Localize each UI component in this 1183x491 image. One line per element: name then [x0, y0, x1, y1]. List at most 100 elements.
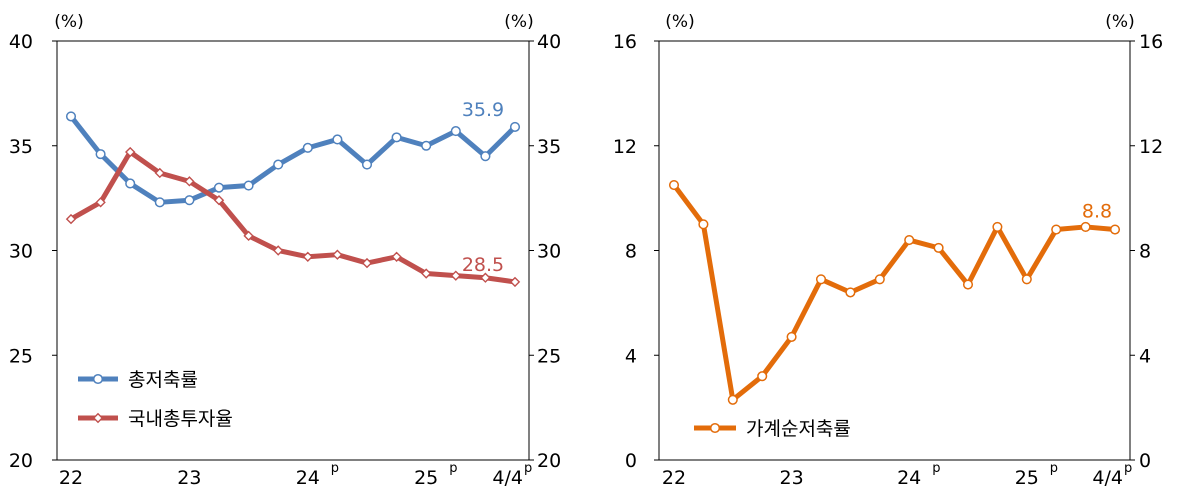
data-point-marker — [302, 251, 313, 262]
x-tick-label: 24 — [296, 467, 320, 489]
data-point-marker — [125, 146, 136, 158]
data-label: 35.9 — [462, 99, 504, 121]
legend-entry: 총저축률 — [78, 369, 198, 391]
y-tick-label-right: 8 — [1139, 241, 1151, 263]
series-1: 35.9 — [65, 99, 521, 208]
series-2: 28.5 — [65, 146, 521, 288]
data-point-marker — [668, 179, 680, 191]
data-point-marker — [480, 272, 491, 283]
y-tick-label-left: 40 — [9, 31, 33, 53]
data-point-marker — [361, 257, 373, 269]
data-point-marker — [450, 270, 461, 281]
unit-label-left: (%) — [54, 12, 83, 32]
data-point-marker — [332, 134, 343, 145]
x-tick-superscript: p — [331, 461, 339, 476]
y-tick-label-left: 8 — [625, 241, 637, 263]
data-point-marker — [65, 111, 77, 122]
data-point-marker — [450, 126, 461, 137]
y-tick-label-right: 35 — [537, 136, 561, 158]
data-point-marker — [95, 197, 106, 208]
x-tick-label: 25 — [1015, 467, 1039, 489]
data-point-marker — [874, 274, 885, 285]
y-tick-label-left: 12 — [613, 136, 637, 158]
data-point-marker — [786, 331, 797, 342]
data-point-marker — [421, 268, 432, 279]
data-point-marker — [1109, 224, 1121, 235]
data-point-marker — [1080, 221, 1091, 232]
data-point-marker — [243, 180, 254, 191]
y-tick-label-right: 40 — [537, 31, 561, 53]
data-label: 28.5 — [462, 254, 504, 276]
data-point-marker — [421, 140, 432, 151]
y-tick-label-left: 16 — [613, 31, 637, 53]
x-tick-label: 4/4 — [492, 467, 523, 489]
data-point-marker — [302, 142, 313, 153]
data-point-marker — [992, 221, 1003, 232]
data-point-marker — [757, 371, 768, 382]
y-tick-label-right: 30 — [537, 241, 561, 263]
data-point-marker — [698, 219, 709, 230]
data-point-marker — [332, 249, 343, 260]
x-tick-label: 24 — [897, 467, 921, 489]
legend-label: 총저축률 — [128, 369, 198, 391]
y-tick-label-right: 20 — [537, 450, 561, 472]
x-tick-superscript: p — [1050, 461, 1058, 476]
data-point-marker — [391, 251, 402, 262]
data-point-marker — [933, 242, 944, 253]
data-point-marker — [962, 279, 974, 290]
data-point-marker — [509, 121, 521, 132]
series-line — [671, 182, 1118, 403]
x-tick-superscript: p — [932, 461, 940, 476]
series-line — [68, 113, 518, 205]
x-tick-label: 22 — [59, 467, 83, 489]
x-tick-superscript: p — [524, 461, 532, 476]
data-label: 8.8 — [1082, 201, 1112, 223]
y-tick-label-left: 30 — [9, 241, 33, 263]
legend-label: 국내총투자율 — [128, 408, 233, 430]
data-point-marker — [213, 195, 225, 206]
data-point-marker — [125, 178, 136, 189]
series-line — [68, 149, 518, 285]
y-tick-label-left: 20 — [9, 450, 33, 472]
data-point-marker — [727, 394, 738, 405]
plot-frame — [56, 40, 530, 461]
data-point-marker — [1021, 274, 1032, 285]
unit-label-right: (%) — [1105, 12, 1134, 32]
y-tick-label-left: 4 — [625, 345, 637, 367]
x-tick-label: 25 — [414, 467, 438, 489]
data-point-marker — [273, 245, 284, 256]
legend-marker — [92, 412, 104, 424]
data-point-marker — [273, 159, 284, 170]
data-point-marker — [213, 182, 225, 193]
y-tick-label-right: 0 — [1139, 450, 1151, 472]
x-tick-superscript: p — [1124, 461, 1132, 476]
x-tick-superscript: p — [449, 461, 457, 476]
data-point-marker — [154, 167, 165, 179]
unit-label-right: (%) — [504, 12, 533, 32]
data-point-marker — [845, 287, 856, 298]
series-1: 8.8 — [668, 179, 1121, 405]
legend-marker — [92, 373, 104, 385]
legend-entry: 국내총투자율 — [78, 408, 233, 430]
data-point-marker — [480, 151, 491, 162]
legend-marker — [709, 422, 721, 434]
legend-label: 가계순저축률 — [746, 418, 851, 440]
data-point-marker — [361, 159, 373, 170]
y-tick-label-left: 25 — [9, 345, 33, 367]
data-point-marker — [184, 195, 195, 206]
data-point-marker — [184, 176, 195, 187]
y-tick-label-right: 25 — [537, 345, 561, 367]
data-point-marker — [95, 149, 106, 160]
legend-entry: 가계순저축률 — [694, 418, 851, 440]
x-tick-label: 23 — [177, 467, 201, 489]
x-tick-label: 23 — [780, 467, 804, 489]
data-point-marker — [1051, 224, 1062, 235]
unit-label-left: (%) — [665, 12, 694, 32]
y-tick-label-right: 16 — [1139, 31, 1163, 53]
data-point-marker — [904, 234, 915, 246]
x-tick-label: 4/4 — [1092, 467, 1123, 489]
data-point-marker — [65, 213, 77, 225]
y-tick-label-right: 4 — [1139, 345, 1151, 367]
